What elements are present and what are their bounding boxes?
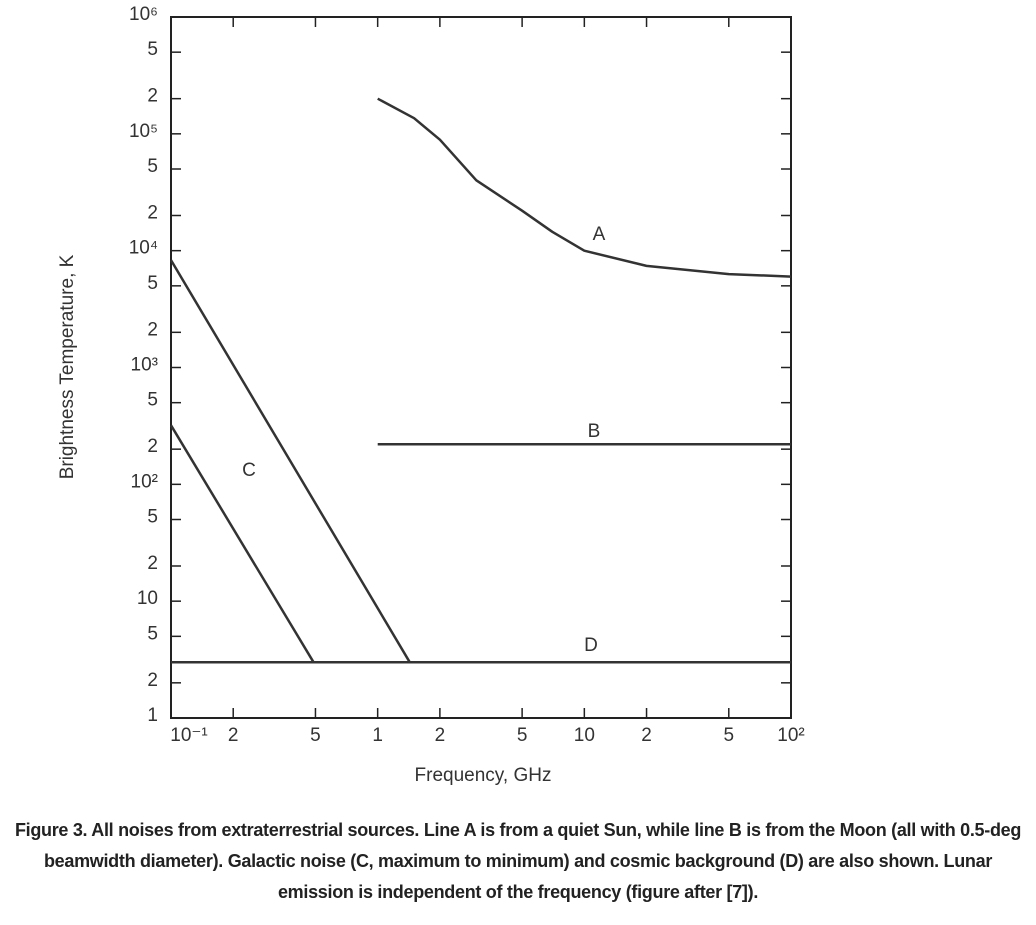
annotation: D <box>584 635 598 656</box>
annotation: C <box>242 460 256 481</box>
y-tick-label: 5 <box>147 156 158 177</box>
x-tick-label: 5 <box>310 725 321 746</box>
x-tick-label: 5 <box>517 725 528 746</box>
caption: Figure 3. All noises from extraterrestri… <box>14 820 1022 902</box>
y-tick-label: 5 <box>147 390 158 411</box>
y-tick-label: 5 <box>147 273 158 294</box>
x-tick-label: 2 <box>641 725 652 746</box>
y-tick-label: 10⁴ <box>129 238 158 259</box>
plot-frame <box>170 16 792 719</box>
x-tick-label: 10⁻¹ <box>170 725 208 746</box>
x-axis-label: Frequency, GHz <box>415 765 552 786</box>
y-tick-label: 2 <box>147 86 158 107</box>
chart: Brightness Temperature, K Frequency, GHz… <box>57 4 805 786</box>
series-line <box>169 259 411 663</box>
x-tick-label: 2 <box>228 725 239 746</box>
y-tick-label: 5 <box>147 507 158 528</box>
annotation: A <box>593 224 606 245</box>
y-tick-label: 2 <box>147 553 158 574</box>
x-tick-label: 5 <box>723 725 734 746</box>
y-tick-label: 10 <box>137 588 158 609</box>
y-tick-label: 5 <box>147 623 158 644</box>
x-tick-label: 1 <box>372 725 383 746</box>
y-tick-label: 10⁶ <box>129 4 158 25</box>
x-tick-label: 10 <box>574 725 595 746</box>
y-tick-label: 1 <box>147 705 158 726</box>
series-line <box>377 97 792 278</box>
y-tick-label: 2 <box>147 436 158 457</box>
y-tick-label: 2 <box>147 319 158 340</box>
y-axis-label: Brightness Temperature, K <box>57 254 78 479</box>
y-tick-label: 10⁵ <box>129 121 158 142</box>
y-tick-label: 2 <box>147 670 158 691</box>
y-tick-label: 2 <box>147 203 158 224</box>
y-tick-label: 10³ <box>131 355 158 376</box>
series-line <box>169 424 315 663</box>
x-tick-label: 10² <box>777 725 804 746</box>
y-tick-label: 5 <box>147 39 158 60</box>
y-tick-label: 10² <box>131 471 158 492</box>
annotation: B <box>588 421 601 442</box>
x-tick-label: 2 <box>435 725 446 746</box>
